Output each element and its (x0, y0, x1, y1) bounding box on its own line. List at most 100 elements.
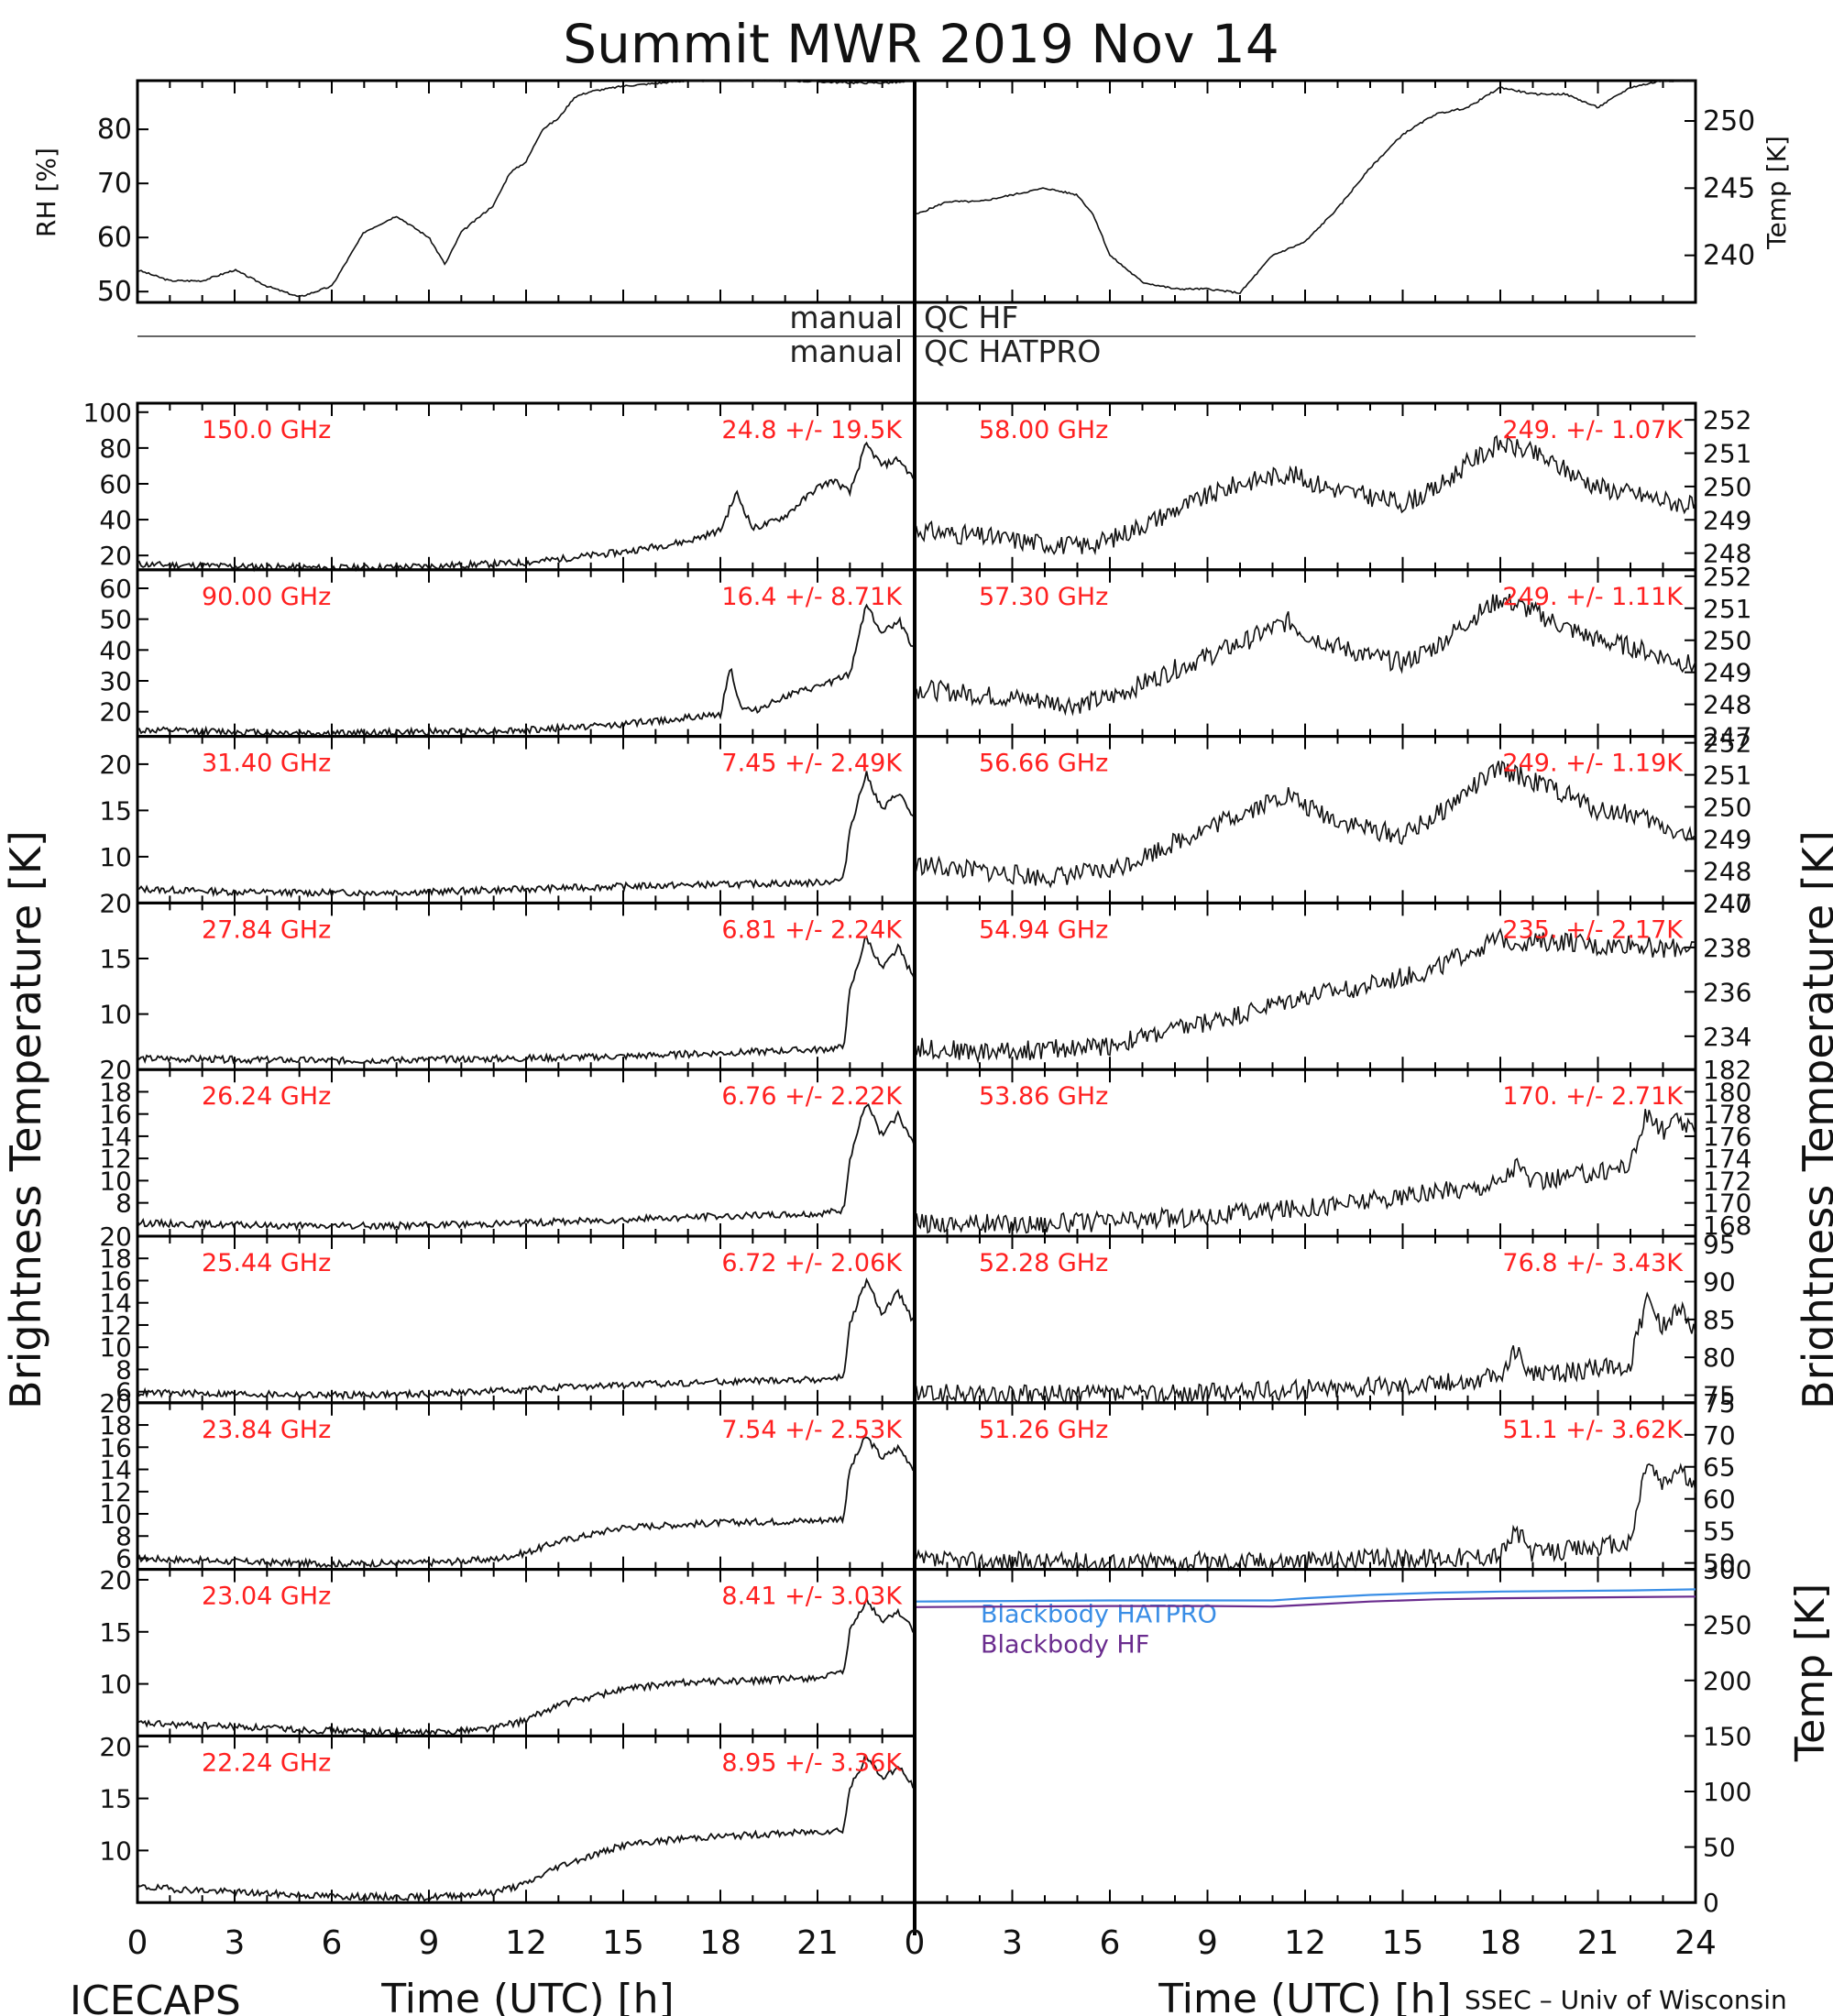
hf1-stats-label: 24.8 +/- 19.5K (721, 416, 903, 444)
temp-trace (914, 80, 1696, 295)
hf7-ytick-label: 10 (99, 1499, 132, 1529)
hp7-ytick-label: 75 (1703, 1388, 1736, 1419)
figure-title: Summit MWR 2019 Nov 14 (563, 13, 1279, 75)
hp5-ytick-label: 176 (1703, 1122, 1751, 1152)
hf9-ytick-label: 20 (99, 1732, 132, 1762)
hp7-freq-label: 51.26 GHz (979, 1416, 1108, 1444)
hf6-ytick-label: 20 (99, 1222, 132, 1252)
x-tick-label-left: 6 (322, 1924, 343, 1962)
hp1-ytick-label: 251 (1703, 439, 1751, 469)
hp1-freq-label: 58.00 GHz (979, 416, 1108, 444)
hp4-ytick-label: 240 (1703, 888, 1751, 918)
x-tick-label-right: 12 (1284, 1924, 1326, 1962)
hp6-ytick-label: 75 (1703, 1381, 1736, 1411)
hp4-freq-label: 54.94 GHz (979, 915, 1108, 944)
hf5-ytick-label: 8 (115, 1189, 132, 1219)
blackbody-ytick-label: 200 (1703, 1666, 1751, 1696)
hf5-ytick-label: 16 (99, 1100, 132, 1130)
hf6-ytick-label: 18 (99, 1244, 132, 1274)
x-tick-label-right: 9 (1197, 1924, 1218, 1962)
hf4-freq-label: 27.84 GHz (202, 915, 331, 944)
hp5-ytick-label: 172 (1703, 1166, 1751, 1196)
hf5-ytick-label: 10 (99, 1166, 132, 1196)
blackbody-series-line (914, 1595, 1696, 1608)
hp7-ytick-label: 60 (1703, 1485, 1736, 1515)
x-tick-label-left: 3 (225, 1924, 246, 1962)
qc-bar: manual QC HF manual QC HATPRO (137, 300, 1696, 369)
hp5-ytick-label: 168 (1703, 1211, 1751, 1241)
x-tick-label-left: 15 (602, 1924, 644, 1962)
hp2-stats-label: 249. +/- 1.11K (1502, 583, 1684, 611)
hf7-ytick-label: 20 (99, 1388, 132, 1419)
hp3-ytick-label: 251 (1703, 761, 1751, 791)
hf5-trace (137, 1102, 916, 1232)
hf4-ytick-label: 20 (99, 888, 132, 918)
rh-ytick-label: 60 (97, 222, 132, 254)
hf7-trace (137, 1436, 916, 1570)
hf8-ytick-label: 10 (99, 1670, 132, 1700)
hp6-ytick-label: 80 (1703, 1342, 1736, 1373)
hp1-ytick-label: 250 (1703, 472, 1751, 502)
hp5-ytick-label: 174 (1703, 1144, 1751, 1174)
hf7-ytick-label: 8 (115, 1521, 132, 1551)
x-tick-label-left: 18 (699, 1924, 741, 1962)
hf1-ytick-label: 100 (83, 398, 132, 428)
x-tick-label-left: 12 (505, 1924, 547, 1962)
blackbody-ytick-label: 150 (1703, 1721, 1751, 1751)
hf1-trace (137, 441, 916, 573)
x-tick-label-left: 21 (796, 1924, 839, 1962)
hf8-ytick-label: 20 (99, 1565, 132, 1595)
right-ylabel: Brightness Temperature [K] (1794, 830, 1833, 1409)
hf9-stats-label: 8.95 +/- 3.36K (721, 1748, 903, 1777)
hf8-stats-label: 8.41 +/- 3.03K (721, 1583, 903, 1611)
hf7-ytick-label: 18 (99, 1410, 132, 1441)
hf4-ytick-label: 15 (99, 944, 132, 974)
hp7-ytick-label: 55 (1703, 1517, 1736, 1547)
hf1-ytick-label: 80 (99, 433, 132, 464)
rh-trace (137, 80, 916, 298)
hf6-ytick-label: 16 (99, 1265, 132, 1296)
hf2-ytick-label: 20 (99, 697, 132, 728)
hf7-ytick-label: 6 (115, 1543, 132, 1573)
hp3-ytick-label: 250 (1703, 793, 1751, 823)
x-tick-label-right: 0 (905, 1924, 926, 1962)
footer-right: SSEC – Univ of Wisconsin (1465, 1985, 1787, 2015)
hp2-trace (914, 593, 1696, 717)
hf9-freq-label: 22.24 GHz (202, 1748, 331, 1777)
hp7-ytick-label: 70 (1703, 1420, 1736, 1451)
hf6-ytick-label: 8 (115, 1354, 132, 1385)
hp4-ytick-label: 234 (1703, 1022, 1751, 1052)
hp6-ytick-label: 85 (1703, 1305, 1736, 1335)
left-ylabel: Brightness Temperature [K] (1, 830, 50, 1409)
temp-ylabel: Temp [K] (1762, 136, 1792, 250)
rh-ytick-label: 70 (97, 168, 132, 200)
hp5-ytick-label: 180 (1703, 1077, 1751, 1107)
hp7-ytick-label: 65 (1703, 1452, 1736, 1483)
hf8-freq-label: 23.04 GHz (202, 1583, 331, 1611)
hf2-stats-label: 16.4 +/- 8.71K (721, 583, 903, 611)
hf4-stats-label: 6.81 +/- 2.24K (721, 915, 903, 944)
hf9-ytick-label: 10 (99, 1835, 132, 1866)
temp-ytick-label: 250 (1703, 105, 1755, 137)
hp3-trace (914, 760, 1696, 889)
blackbody-ytick-label: 0 (1703, 1888, 1719, 1918)
hf1-ytick-label: 20 (99, 541, 132, 571)
hp2-ytick-label: 247 (1703, 722, 1751, 752)
hf5-ytick-label: 18 (99, 1077, 132, 1107)
hf2-freq-label: 90.00 GHz (202, 583, 331, 611)
rh-ytick-label: 80 (97, 114, 132, 146)
xlabel-left: Time (UTC) [h] (380, 1976, 674, 2016)
hp5-freq-label: 53.86 GHz (979, 1082, 1108, 1111)
hp1-ytick-label: 248 (1703, 539, 1751, 569)
hf2-ytick-label: 50 (99, 605, 132, 635)
hf6-ytick-label: 10 (99, 1332, 132, 1363)
hp2-freq-label: 57.30 GHz (979, 583, 1108, 611)
hf3-freq-label: 31.40 GHz (202, 750, 331, 778)
hp6-ytick-label: 95 (1703, 1229, 1736, 1259)
hf1-ytick-label: 60 (99, 469, 132, 499)
qc-row1-left: manual (789, 300, 903, 335)
hp6-freq-label: 52.28 GHz (979, 1249, 1108, 1277)
